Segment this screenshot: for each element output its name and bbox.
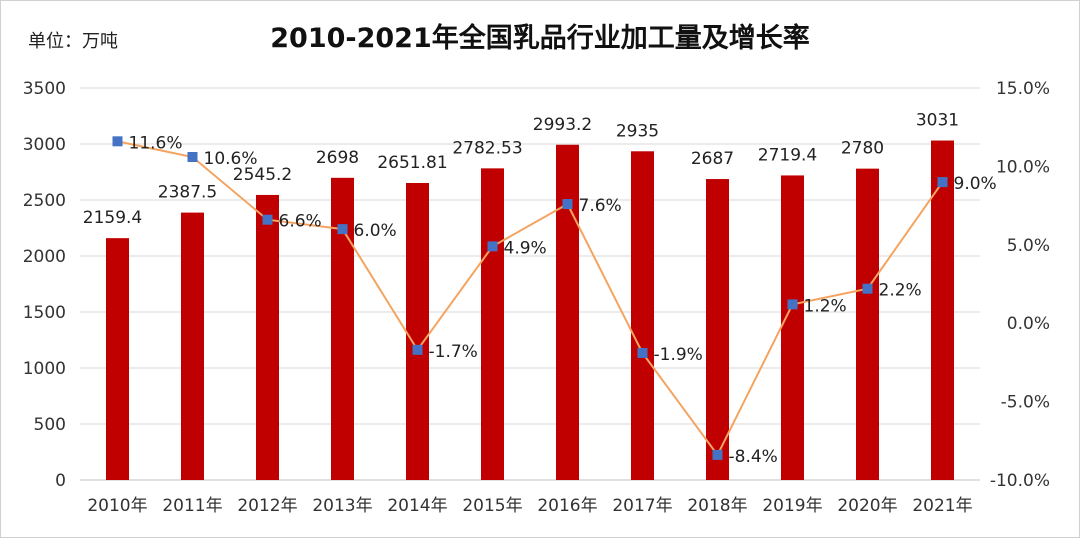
growth-point-marker [187,151,198,162]
bar-value-label: 2687 [691,149,734,169]
category-label: 2020年 [837,496,897,516]
bar-value-label: 2545.2 [233,165,292,185]
bar-series [106,140,954,481]
category-label: 2010年 [87,496,147,516]
growth-value-label: 10.6% [204,149,258,169]
growth-value-label: 1.2% [804,296,847,316]
left-tick-label: 1000 [23,359,66,379]
growth-point-marker [262,214,273,225]
bar-value-label: 2780 [841,139,884,159]
bar-value-label: 2993.2 [533,115,592,135]
bar-value-label: 2698 [316,148,359,168]
bar [256,194,279,480]
bar [181,212,204,480]
right-axis-ticks: -10.0% -5.0% 0.0% 5.0% 10.0% 15.0% [990,79,1050,491]
growth-line-series [112,136,948,460]
growth-value-label: 6.6% [279,212,322,232]
bar-value-label: 3031 [916,111,959,131]
growth-point-marker [412,344,423,355]
growth-value-label: 6.0% [354,221,397,241]
growth-point-marker [337,224,348,235]
bar-value-label: 2651.81 [377,153,447,173]
bar-value-label: 2782.53 [452,138,522,158]
category-label: 2018年 [687,496,747,516]
growth-line [117,140,944,457]
right-tick-label: 15.0% [996,79,1050,99]
bar-value-label: 2935 [616,121,659,141]
right-tick-label: 0.0% [1007,314,1050,334]
growth-value-label: 11.6% [129,133,183,153]
bar [331,177,354,480]
right-tick-label: -5.0% [1001,393,1050,413]
category-label: 2012年 [237,496,297,516]
growth-value-label: -1.9% [654,345,703,365]
right-tick-label: -10.0% [990,471,1050,491]
left-tick-label: 500 [34,415,66,435]
growth-point-marker [637,347,648,358]
left-tick-label: 0 [55,471,66,491]
category-axis-labels: 2010年 2011年 2012年 2013年 2014年 2015年 2016年 2017年… [87,496,972,516]
growth-value-label: 2.2% [879,281,922,301]
bar [931,140,954,480]
left-tick-label: 3000 [23,135,66,155]
gridlines [80,87,980,481]
bar [631,151,654,480]
growth-point-marker [787,299,798,310]
bar-value-label: 2159.4 [83,208,142,228]
category-label: 2021年 [912,496,972,516]
bar [106,238,129,480]
category-label: 2013年 [312,496,372,516]
growth-value-label: -1.7% [429,342,478,362]
category-label: 2011年 [162,496,222,516]
growth-value-label: 4.9% [504,238,547,258]
growth-point-marker [937,177,948,188]
left-tick-label: 1500 [23,303,66,323]
bar [481,168,504,481]
left-axis-ticks: 0 500 1000 1500 2000 2500 3000 3500 [23,79,66,491]
growth-point-marker [862,283,873,294]
growth-point-marker [487,241,498,252]
bar-value-label: 2387.5 [158,183,217,203]
bar [706,179,729,480]
right-tick-label: 5.0% [1007,236,1050,256]
category-label: 2015年 [462,496,522,516]
category-label: 2016年 [537,496,597,516]
bar [556,144,579,480]
growth-value-label: 7.6% [579,196,622,216]
category-label: 2014年 [387,496,447,516]
bar-value-label: 2719.4 [758,145,817,165]
category-label: 2017年 [612,496,672,516]
bar [406,182,429,480]
bar [856,168,879,480]
left-tick-label: 3500 [23,79,66,99]
right-tick-label: 10.0% [996,157,1050,177]
growth-point-marker [562,199,573,210]
unit-label: 单位：万吨 [28,31,118,52]
chart-title: 2010-2021年全国乳品行业加工量及增长率 [270,22,810,54]
category-label: 2019年 [762,496,822,516]
growth-value-label: -8.4% [729,447,778,467]
growth-point-marker [112,136,123,147]
bar [781,175,804,481]
left-tick-label: 2000 [23,247,66,267]
growth-value-label: 9.0% [954,174,997,194]
left-tick-label: 2500 [23,191,66,211]
growth-data-labels: 11.6% 10.6% 6.6% 6.0% -1.7% 4.9% 7.6% -1.9% -8.4… [129,133,997,467]
growth-point-marker [712,449,723,460]
